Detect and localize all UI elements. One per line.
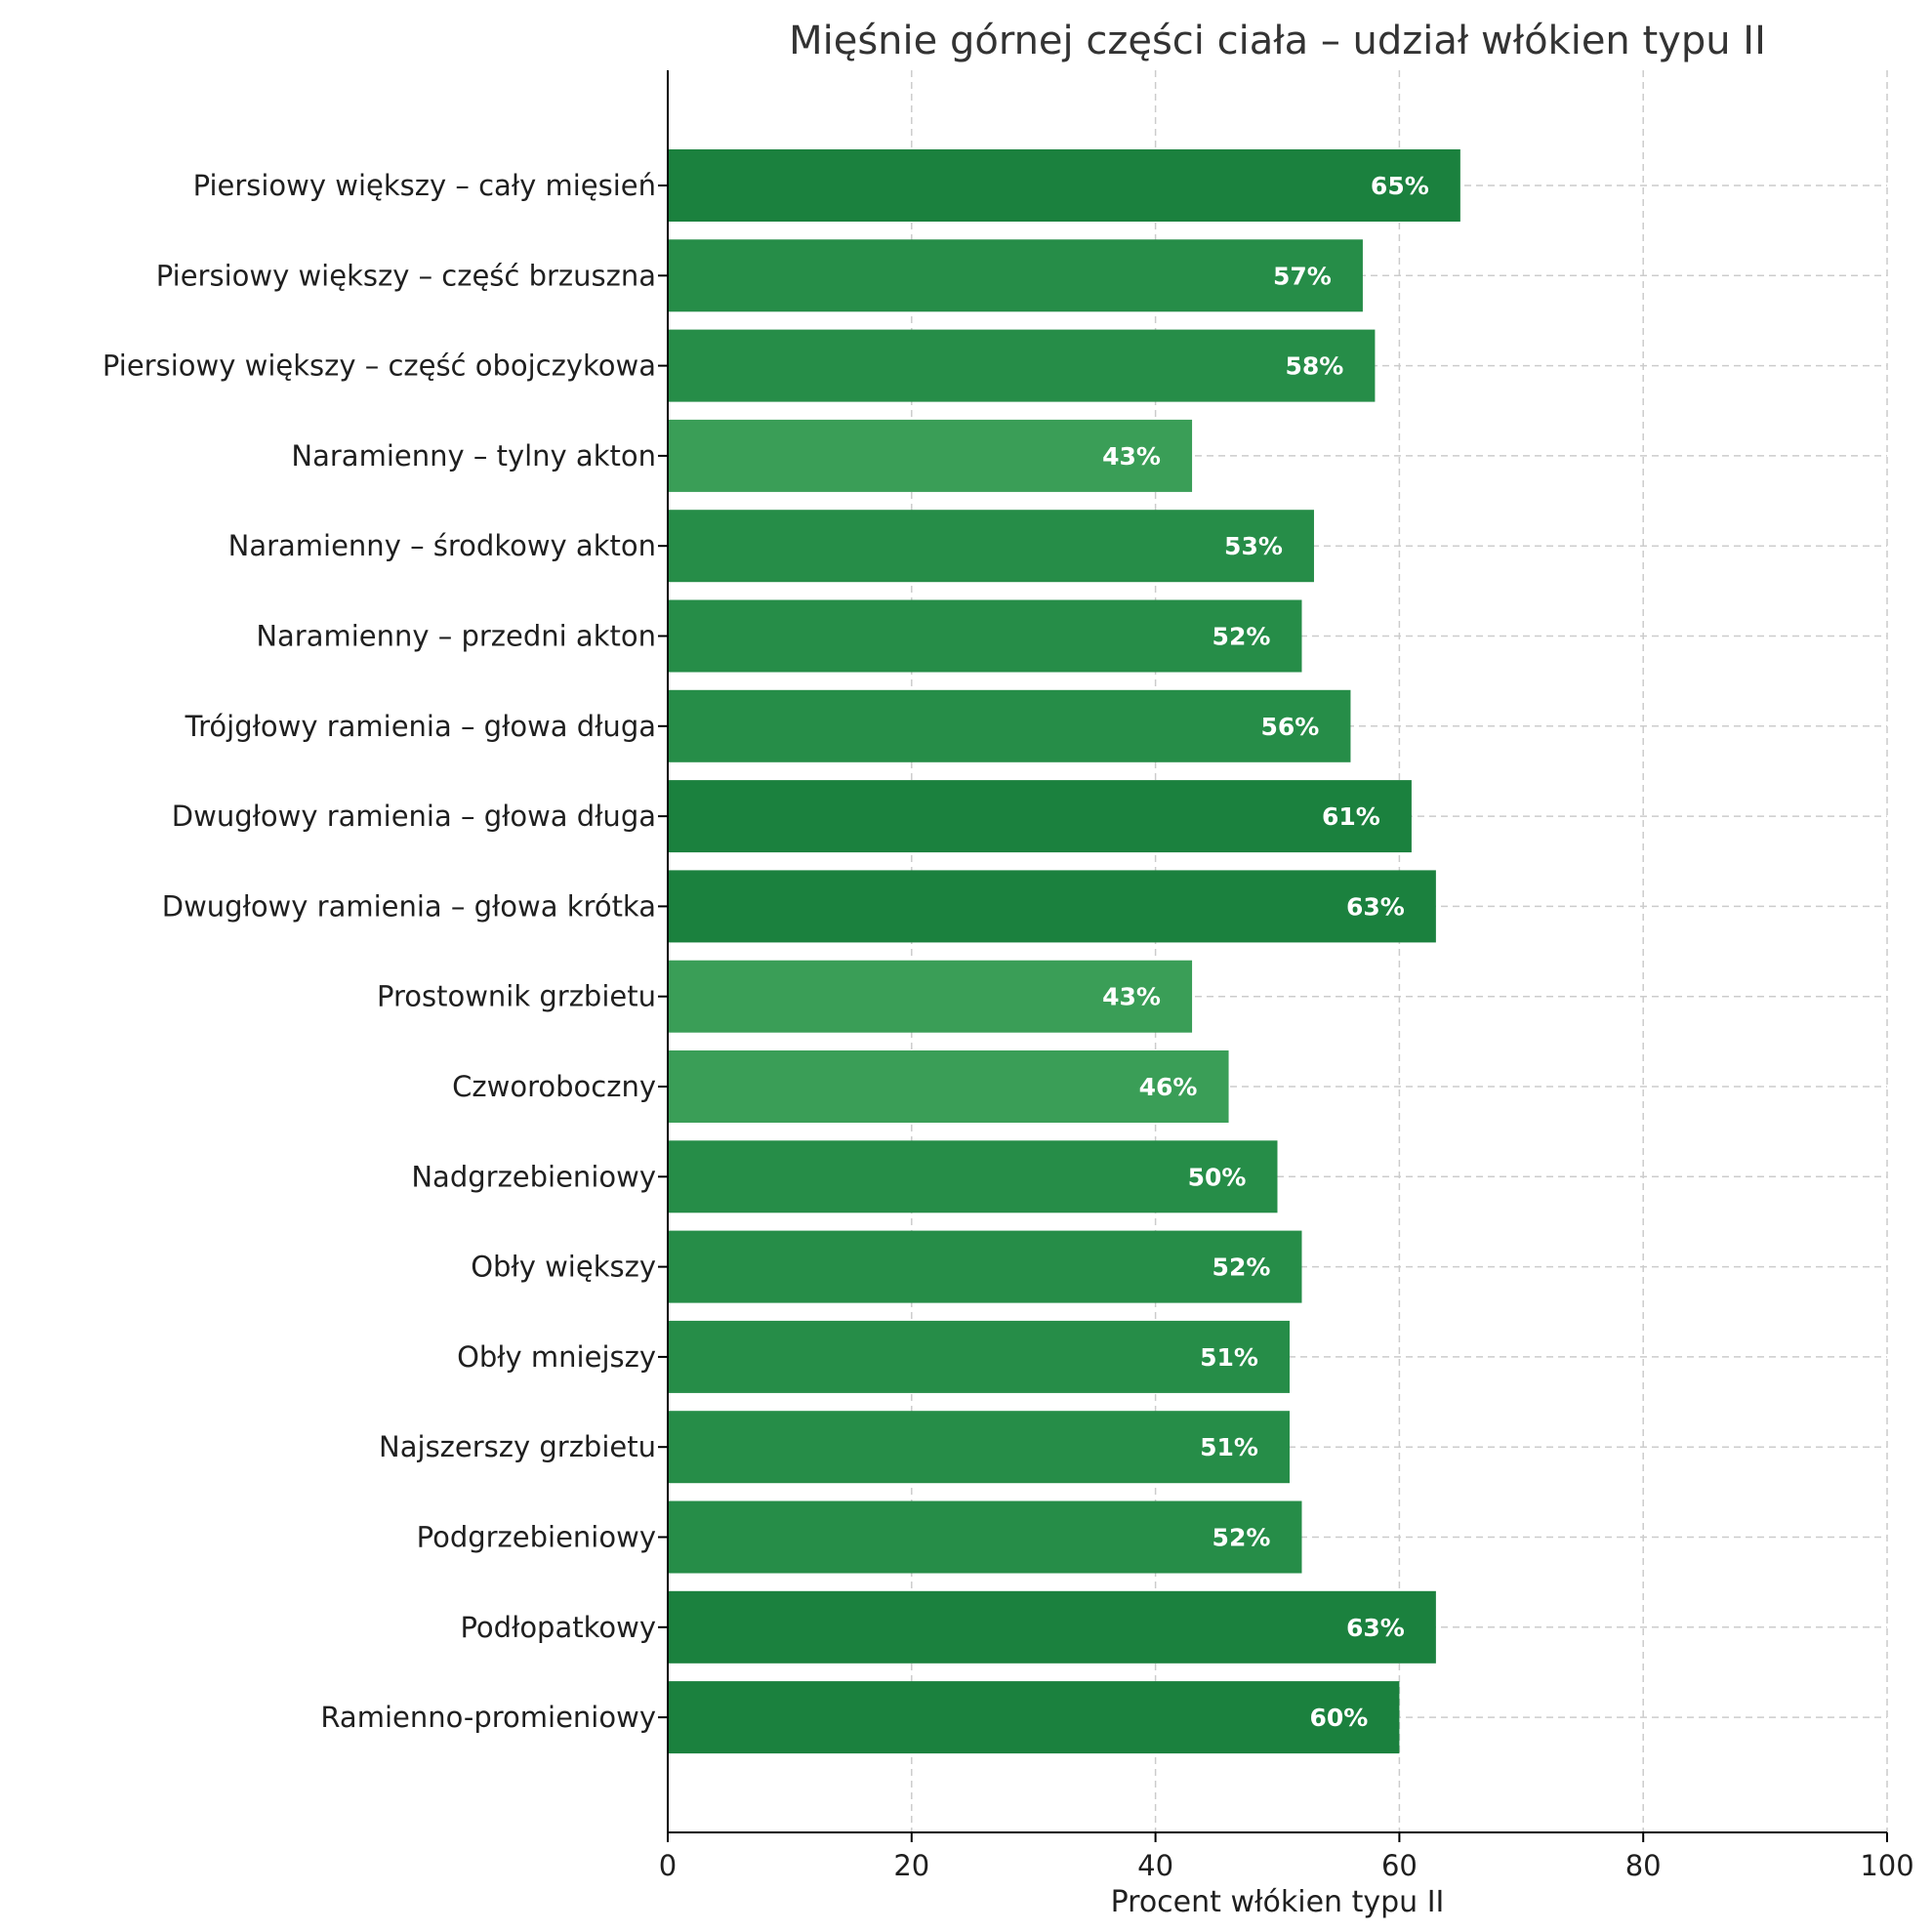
bar-value-label: 65% [1371,172,1429,200]
y-tick-label: Nadgrzebieniowy [411,1160,656,1193]
bar-value-label: 61% [1322,802,1380,831]
bar [668,1590,1436,1664]
bar-value-label: 63% [1346,892,1405,921]
bar-value-label: 53% [1224,532,1283,560]
bar-value-label: 50% [1188,1163,1247,1191]
x-tick-label: 100 [1860,1849,1913,1882]
bar-value-label: 43% [1102,442,1161,471]
bar [668,1681,1400,1754]
y-tick-label: Piersiowy większy – część obojczykowa [103,349,656,383]
bar-value-label: 63% [1346,1614,1405,1642]
bar [668,870,1436,943]
x-tick-label: 80 [1625,1849,1662,1882]
bar-value-label: 46% [1139,1073,1198,1101]
bar [668,1050,1229,1123]
bar [668,1140,1278,1213]
bar [668,780,1412,853]
y-tick-label: Najszerszy grzbietu [379,1430,656,1463]
bar [668,419,1193,492]
bars: 65% 57% 58% 43% 53% 52% 56% 61% 63% 43% 46% 50% 52% 5… [668,149,1460,1754]
bar [668,510,1314,583]
bar [668,1320,1290,1393]
bar [668,239,1363,312]
bar-value-label: 43% [1102,983,1161,1011]
bar-value-label: 56% [1261,713,1320,741]
bar-value-label: 58% [1285,352,1343,381]
bar-value-label: 60% [1309,1704,1368,1732]
y-tick-label: Czworoboczny [452,1070,656,1103]
y-tick-label: Naramienny – środkowy akton [228,529,656,562]
bar-value-label: 51% [1200,1433,1258,1461]
y-tick-label: Podgrzebieniowy [417,1521,656,1554]
y-tick-label: Dwugłowy ramienia – głowa krótka [162,889,656,923]
bar [668,1230,1302,1303]
x-axis-ticks: 0 20 40 60 80 100 [659,1832,1914,1882]
bar-value-label: 52% [1213,1524,1271,1552]
bar [668,329,1376,402]
bar [668,599,1302,673]
y-tick-label: Piersiowy większy – cały mięsień [193,169,656,202]
chart-title: Mięśnie górnej części ciała – udział włó… [789,19,1766,63]
y-tick-label: Naramienny – tylny akton [291,439,656,473]
x-tick-label: 40 [1137,1849,1173,1882]
bar [668,1500,1302,1574]
y-tick-label: Ramienno-promieniowy [320,1701,656,1734]
x-tick-label: 0 [659,1849,677,1882]
y-tick-label: Naramienny – przedni akton [256,620,656,653]
bar [668,960,1193,1033]
bar [668,1411,1290,1484]
y-tick-label: Dwugłowy ramienia – głowa długa [172,800,656,833]
bar-value-label: 57% [1273,262,1332,290]
bar [668,689,1351,762]
y-tick-label: Podłopatkowy [460,1611,656,1644]
x-tick-label: 20 [893,1849,929,1882]
y-tick-label: Obły większy [471,1251,656,1284]
y-axis-tick-labels: Piersiowy większy – cały mięsień Piersiow… [103,169,668,1734]
bar [668,149,1460,222]
y-tick-label: Obły mniejszy [457,1340,656,1374]
y-tick-label: Piersiowy większy – część brzuszna [156,259,656,292]
bar-value-label: 52% [1213,623,1271,651]
bar-value-label: 51% [1200,1343,1258,1372]
x-axis-label: Procent włókien typu II [1111,1885,1445,1919]
bar-value-label: 52% [1213,1254,1271,1282]
y-tick-label: Prostownik grzbietu [377,980,656,1013]
y-tick-label: Trójgłowy ramienia – głowa długa [185,710,656,743]
x-tick-label: 60 [1381,1849,1418,1882]
